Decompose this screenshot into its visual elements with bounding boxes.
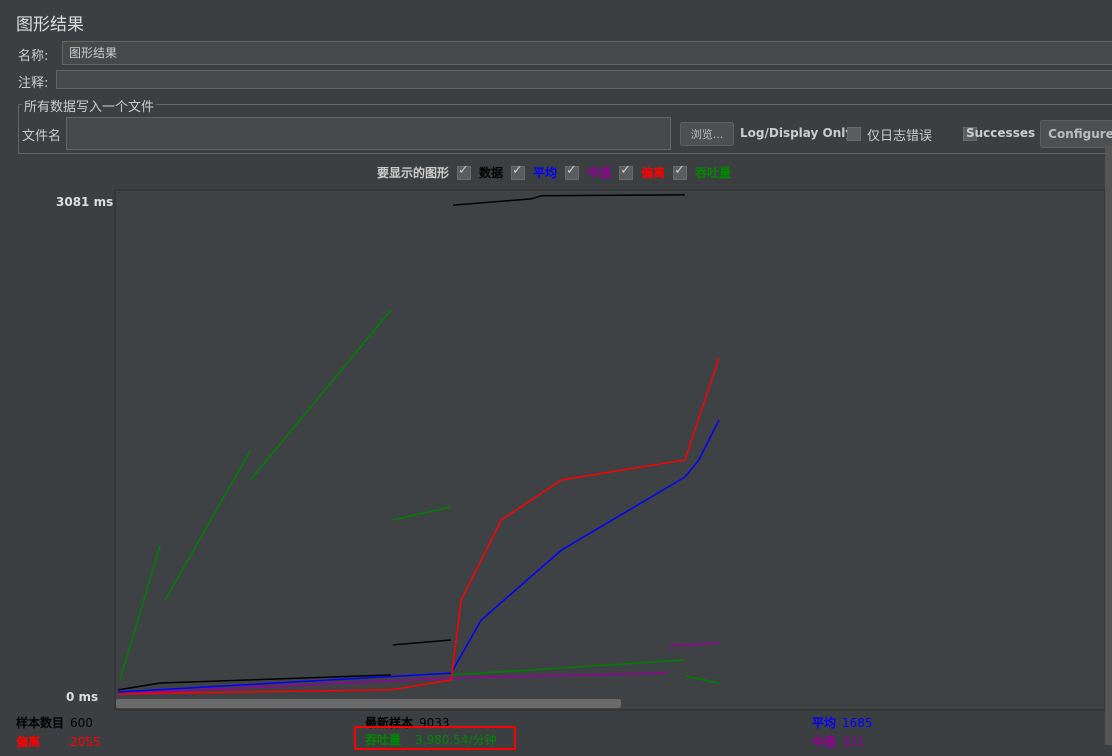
tp-label: 吞吐量 xyxy=(365,733,402,747)
series-throughput xyxy=(164,449,252,601)
errors-only-checkbox[interactable] xyxy=(847,126,861,141)
legend-avg: 平均 xyxy=(533,166,558,180)
tp-value: 3,980.54/分钟 xyxy=(415,733,497,747)
file-label: 文件名 xyxy=(22,129,62,144)
dev-value: 2055 xyxy=(70,735,101,749)
series-throughput xyxy=(451,659,685,676)
series-avg xyxy=(117,419,720,693)
name-input[interactable]: 图形结果 xyxy=(62,41,1112,65)
file-group xyxy=(18,104,1112,154)
vertical-scrollbar[interactable] xyxy=(1105,145,1112,745)
series-deviation xyxy=(117,357,720,695)
log-display-label: Log/Display Only: xyxy=(740,126,858,140)
successes-label: Successes xyxy=(966,126,1036,140)
configure-button[interactable]: Configure xyxy=(1040,120,1112,148)
median-value: 321 xyxy=(842,735,865,749)
y-unit: ms xyxy=(93,195,114,209)
series-throughput xyxy=(249,309,392,481)
legend-checkbox-data[interactable] xyxy=(457,163,472,180)
series-throughput xyxy=(684,675,720,684)
legend-checkbox-deviation[interactable] xyxy=(619,163,634,180)
name-label: 名称: xyxy=(18,49,49,64)
errors-only-label: 仅日志错误 xyxy=(867,129,933,144)
samples-value: 600 xyxy=(70,716,93,730)
successes-checkbox[interactable] xyxy=(963,126,978,141)
file-group-title: 所有数据写入一个文件 xyxy=(22,96,157,115)
avg-value: 1685 xyxy=(842,716,873,730)
legend-checkbox-throughput[interactable] xyxy=(673,163,688,180)
legend-checkbox-avg[interactable] xyxy=(511,163,526,180)
series-data xyxy=(392,639,452,646)
comment-input[interactable] xyxy=(56,70,1112,89)
legend-data: 数据 xyxy=(479,166,504,180)
stat-average: 平均 1685 xyxy=(812,714,873,731)
stat-samples: 样本数目 600 xyxy=(16,714,93,731)
horizontal-scrollbar[interactable] xyxy=(116,699,621,708)
series-data xyxy=(453,194,685,206)
y-min-value: 0 xyxy=(66,690,75,704)
browse-button[interactable]: 浏览... xyxy=(680,122,734,146)
legend-deviation: 偏离 xyxy=(641,166,666,180)
series-median xyxy=(669,642,720,647)
legend-throughput: 吞吐量 xyxy=(695,166,732,180)
legend-title: 要显示的图形 xyxy=(377,166,450,180)
samples-label: 样本数目 xyxy=(16,716,65,730)
y-max-label: 3081 ms xyxy=(56,195,113,209)
stat-deviation: 偏离 2055 xyxy=(16,733,101,750)
plot-area xyxy=(114,189,1106,711)
legend-checkbox-median[interactable] xyxy=(565,163,580,180)
file-input[interactable] xyxy=(66,117,671,150)
y-max-value: 3081 xyxy=(56,195,90,209)
dev-label: 偏离 xyxy=(16,735,41,749)
y-min-label: 0 ms xyxy=(66,690,98,704)
comment-label: 注释: xyxy=(18,76,49,91)
legend-median: 中值 xyxy=(587,166,612,180)
y-unit-min: ms xyxy=(78,690,99,704)
series-throughput xyxy=(119,544,161,681)
series-throughput xyxy=(392,506,452,521)
stat-throughput: 吞吐量 3,980.54/分钟 xyxy=(354,726,516,750)
page-title: 图形结果 xyxy=(16,15,84,35)
legend: 要显示的图形 数据 平均 中值 偏离 吞吐量 xyxy=(377,163,739,181)
series-data xyxy=(117,674,391,691)
median-label: 中值 xyxy=(812,735,837,749)
avg-label: 平均 xyxy=(812,716,837,730)
stat-median: 中值 321 xyxy=(812,733,865,750)
